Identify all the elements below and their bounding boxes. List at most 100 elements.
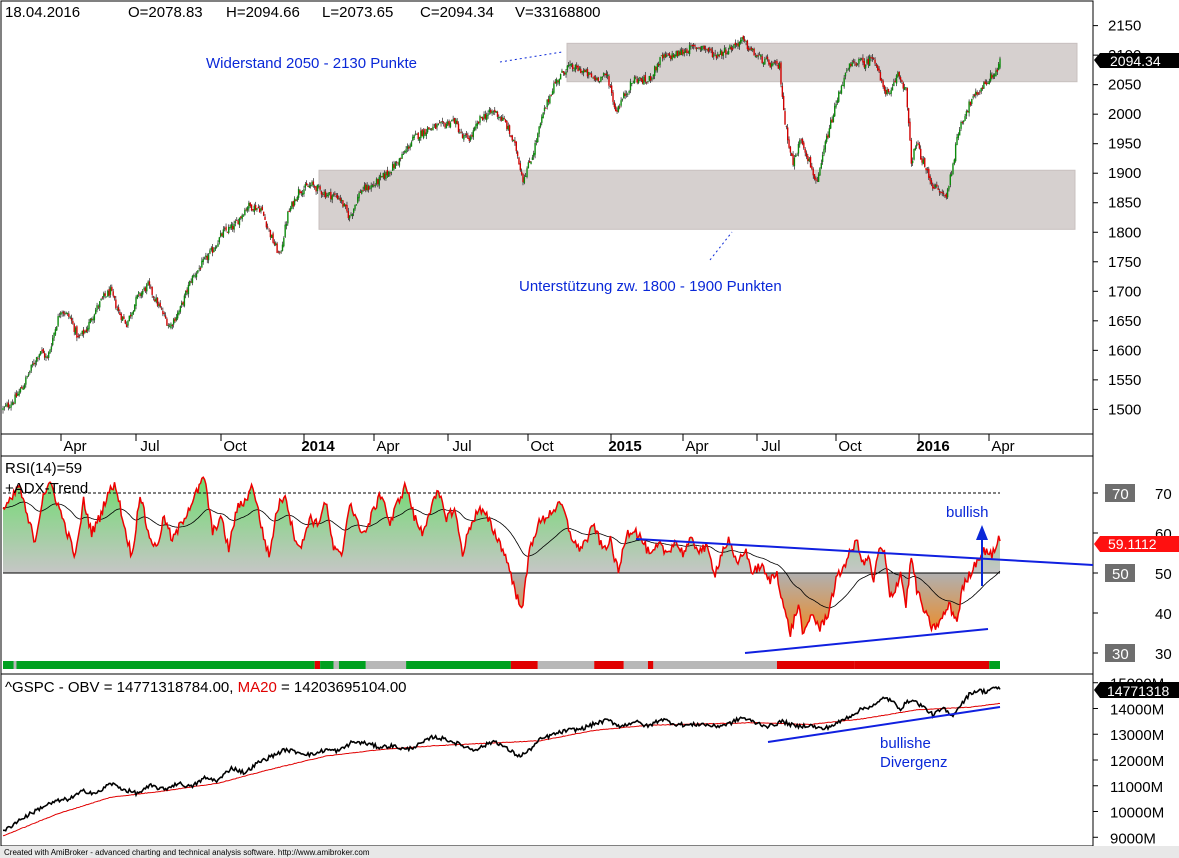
- obv-divergence-trendline: [767, 706, 1001, 743]
- price-y-tick-label: 2150: [1108, 18, 1141, 35]
- candle: [261, 204, 264, 211]
- candle: [62, 310, 65, 317]
- candle: [297, 186, 300, 200]
- candle: [258, 205, 261, 213]
- candle: [162, 307, 164, 317]
- candle: [156, 297, 159, 308]
- candle: [741, 37, 743, 44]
- candle: [527, 160, 530, 169]
- candle: [846, 67, 848, 73]
- candle: [465, 130, 468, 138]
- obv-line: [2, 685, 1001, 832]
- candle: [699, 46, 702, 53]
- candle: [68, 311, 70, 320]
- candle: [108, 286, 110, 298]
- trend-green: [320, 661, 334, 669]
- candle: [30, 364, 32, 373]
- date-label: 2015: [608, 438, 641, 455]
- candle: [870, 55, 872, 62]
- rsi-level-box: [1105, 484, 1135, 502]
- candle: [150, 284, 152, 290]
- candle: [267, 223, 269, 230]
- candle: [551, 88, 554, 96]
- price-y-tick-label: 1550: [1108, 372, 1141, 389]
- support-pointer: [709, 231, 733, 261]
- candle: [678, 50, 680, 57]
- candle: [131, 312, 133, 320]
- candle: [390, 171, 393, 176]
- candle: [633, 75, 636, 84]
- candle: [823, 145, 825, 157]
- candle: [851, 59, 853, 67]
- candle: [158, 301, 160, 309]
- candle: [429, 128, 431, 131]
- candle: [469, 134, 472, 142]
- candle: [383, 170, 386, 181]
- candle: [492, 110, 495, 115]
- candle: [765, 55, 767, 60]
- price-y-tick-label: 1850: [1108, 195, 1141, 212]
- candle: [285, 221, 288, 230]
- candle: [262, 211, 265, 217]
- candle: [644, 71, 646, 84]
- candle: [881, 77, 883, 84]
- candle: [193, 273, 195, 278]
- candle: [86, 325, 89, 334]
- candle: [166, 317, 168, 327]
- candle: [336, 192, 339, 200]
- candle: [250, 204, 253, 212]
- candle: [737, 39, 739, 50]
- candle: [322, 192, 324, 198]
- rsi-level-box-label: 50: [1112, 566, 1129, 583]
- candle: [23, 383, 26, 390]
- candle: [606, 71, 609, 80]
- date-label: Jul: [140, 438, 159, 455]
- trend-green: [3, 661, 14, 669]
- candle: [915, 141, 918, 149]
- candle: [670, 55, 672, 62]
- candle: [933, 183, 935, 190]
- candle: [52, 334, 54, 347]
- candle: [651, 76, 653, 82]
- candle: [744, 36, 746, 43]
- candle: [864, 64, 867, 72]
- candle: [942, 190, 945, 197]
- candle: [910, 137, 913, 167]
- candle: [181, 300, 183, 308]
- candle: [456, 117, 458, 125]
- candle: [125, 321, 128, 328]
- candle: [104, 290, 106, 299]
- candle: [524, 172, 527, 177]
- trend-red: [314, 661, 321, 669]
- candle: [773, 59, 775, 65]
- candle: [992, 73, 994, 80]
- candle: [547, 95, 550, 106]
- candle: [731, 45, 734, 52]
- candle: [366, 182, 368, 192]
- obv-divergence-label-2: Divergenz: [880, 754, 948, 771]
- candle: [868, 54, 871, 67]
- candle: [762, 61, 765, 68]
- candle: [45, 353, 47, 361]
- candle: [287, 210, 289, 226]
- candle: [487, 110, 489, 119]
- candle: [326, 192, 328, 198]
- candle: [425, 129, 427, 140]
- candle: [725, 46, 727, 59]
- candle: [254, 201, 257, 211]
- candle: [797, 141, 800, 157]
- candle: [739, 37, 742, 45]
- candle: [242, 214, 245, 217]
- candle: [567, 61, 570, 68]
- candle: [557, 79, 559, 86]
- candle: [210, 246, 212, 252]
- resistance-pointer: [499, 51, 563, 63]
- candle: [276, 241, 278, 254]
- candle: [99, 301, 101, 311]
- candle: [729, 44, 731, 50]
- candle: [37, 356, 39, 362]
- candle: [248, 200, 250, 212]
- candle: [895, 74, 898, 87]
- candle: [139, 292, 141, 299]
- candle: [510, 134, 512, 138]
